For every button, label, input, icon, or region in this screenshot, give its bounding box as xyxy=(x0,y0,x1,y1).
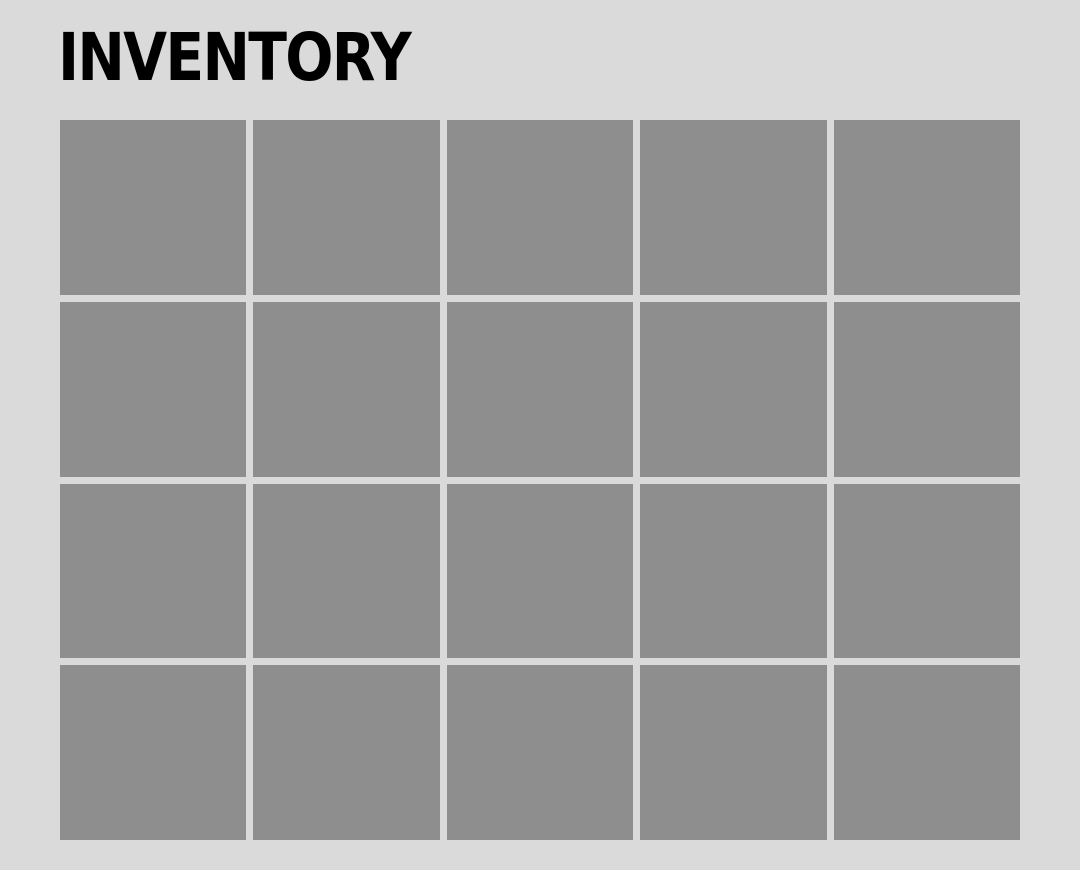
inventory-slot[interactable] xyxy=(833,301,1020,477)
inventory-slot[interactable] xyxy=(640,120,827,295)
inventory-slot[interactable] xyxy=(253,483,440,659)
inventory-slot[interactable] xyxy=(446,301,634,477)
inventory-slot[interactable] xyxy=(833,483,1020,659)
inventory-slot[interactable] xyxy=(60,120,247,295)
inventory-slot[interactable] xyxy=(446,120,634,295)
inventory-slot[interactable] xyxy=(833,665,1020,840)
inventory-slot[interactable] xyxy=(60,483,247,659)
inventory-slot[interactable] xyxy=(253,120,440,295)
inventory-slot[interactable] xyxy=(253,665,440,840)
inventory-slot[interactable] xyxy=(640,483,827,659)
inventory-slot[interactable] xyxy=(640,301,827,477)
inventory-slot[interactable] xyxy=(446,483,634,659)
inventory-grid xyxy=(60,120,1020,840)
inventory-slot[interactable] xyxy=(253,301,440,477)
inventory-slot[interactable] xyxy=(446,665,634,840)
inventory-slot[interactable] xyxy=(60,301,247,477)
inventory-slot[interactable] xyxy=(640,665,827,840)
inventory-slot[interactable] xyxy=(60,665,247,840)
inventory-slot[interactable] xyxy=(833,120,1020,295)
inventory-title: INVENTORY xyxy=(58,19,412,96)
